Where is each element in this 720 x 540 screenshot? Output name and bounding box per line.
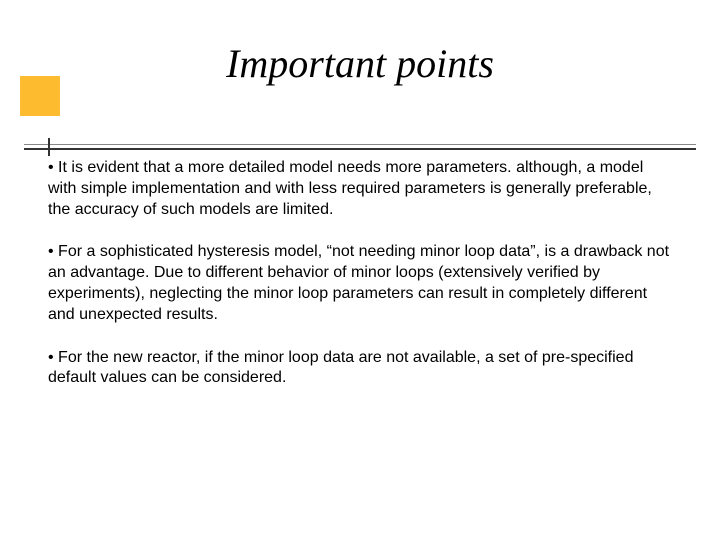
bullet-3: • For the new reactor, if the minor loop… [48,348,672,390]
slide-title: Important points [0,40,720,87]
title-rule-upper [24,144,696,145]
accent-square [20,76,60,116]
bullet-1: • It is evident that a more detailed mod… [48,158,672,220]
title-rule-lower [24,148,696,150]
title-rule-tick [48,138,50,156]
bullet-2: • For a sophisticated hysteresis model, … [48,242,672,325]
body-text: • It is evident that a more detailed mod… [48,158,672,411]
title-block: Important points [0,40,720,87]
slide: { "title": "Important points", "bullets"… [0,0,720,540]
